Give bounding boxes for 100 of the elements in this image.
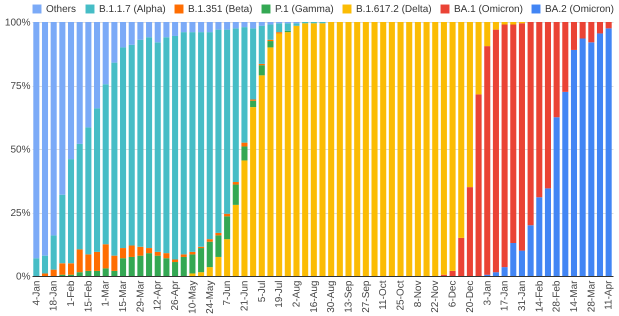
bar <box>258 26 265 64</box>
bar <box>180 254 187 257</box>
bar <box>310 23 317 276</box>
bar <box>492 22 499 30</box>
bar <box>241 146 248 160</box>
bar <box>137 246 144 256</box>
bar <box>76 249 83 272</box>
x-tick-label: 28-Feb <box>552 280 563 312</box>
bar <box>189 22 196 32</box>
bar <box>258 22 265 26</box>
bar <box>596 33 604 276</box>
bar <box>215 256 222 276</box>
bar <box>42 256 48 274</box>
x-tick-label: 7-Jun <box>222 280 234 306</box>
bar <box>76 144 83 250</box>
bar <box>241 142 248 146</box>
bar <box>458 22 464 238</box>
bar <box>59 263 66 275</box>
bar <box>554 117 560 276</box>
bar <box>189 252 196 254</box>
bar <box>163 258 170 276</box>
bar <box>68 22 74 160</box>
bar <box>154 42 161 252</box>
bar <box>510 22 516 25</box>
bar <box>94 108 100 252</box>
x-tick-label: 15-Feb <box>83 280 94 312</box>
bar <box>502 22 508 25</box>
bar <box>250 100 256 108</box>
bar <box>180 256 187 276</box>
bar <box>198 272 204 276</box>
legend-label: BA.2 (Omicron) <box>545 4 614 15</box>
x-tick-label: 3-Jan <box>482 280 494 306</box>
bar <box>154 22 161 42</box>
bar <box>484 22 490 46</box>
bar <box>59 194 66 264</box>
x-tick-label: 16-Aug <box>308 280 320 313</box>
bar <box>588 22 594 42</box>
bar <box>137 40 144 247</box>
y-tick-label: 0% <box>16 272 31 282</box>
legend-label: BA.1 (Omicron) <box>454 4 523 15</box>
bar <box>336 22 343 276</box>
bar <box>111 256 118 271</box>
bar <box>206 267 213 276</box>
bar <box>432 22 438 276</box>
bar <box>102 22 109 84</box>
x-tick-label: 25-Oct <box>396 280 407 311</box>
x-tick-label: 24-May <box>204 280 216 314</box>
bar <box>189 254 196 274</box>
bar <box>440 22 447 275</box>
bar <box>128 44 135 246</box>
legend-label: B.1.1.7 (Alpha) <box>99 4 166 15</box>
bar <box>258 65 265 76</box>
bar <box>284 32 291 276</box>
x-tick-label: 6-Dec <box>448 280 459 308</box>
x-tick-label: 15-Mar <box>118 280 130 312</box>
bar <box>50 270 57 276</box>
bar <box>476 94 482 276</box>
x-tick-label: 2-Aug <box>291 280 302 308</box>
bar <box>570 50 578 276</box>
bar <box>163 253 170 258</box>
x-tick-label: 17-Jan <box>500 280 511 312</box>
x-tick-label: 12-Apr <box>152 280 164 311</box>
bar <box>163 22 170 38</box>
bar <box>518 23 525 251</box>
bar <box>128 246 135 257</box>
bar <box>293 23 300 26</box>
bar <box>328 22 334 276</box>
bar <box>224 216 230 240</box>
bar <box>476 22 482 94</box>
bar <box>50 235 57 270</box>
bar <box>424 22 430 276</box>
bar <box>189 32 196 252</box>
bar <box>406 22 412 276</box>
bar <box>250 107 256 276</box>
bar <box>241 22 248 28</box>
bar <box>206 32 213 240</box>
x-tick-label: 19-Jul <box>274 280 286 308</box>
bar <box>250 28 256 100</box>
bar <box>102 244 109 268</box>
bar <box>76 22 83 144</box>
bar <box>85 270 92 276</box>
bar <box>163 37 170 254</box>
bar <box>302 23 308 276</box>
bar <box>536 22 542 198</box>
bar <box>180 22 187 32</box>
bar <box>232 22 239 28</box>
bar <box>580 22 586 39</box>
x-tick-label: 1-Mar <box>100 280 112 307</box>
bar <box>154 252 161 256</box>
bar <box>120 22 126 48</box>
bar <box>510 24 516 243</box>
x-tick-label: 29-Mar <box>135 280 146 312</box>
bar <box>146 253 152 276</box>
bar <box>146 37 152 248</box>
bar <box>562 92 568 276</box>
bar <box>172 259 178 262</box>
bar <box>68 159 74 264</box>
bar <box>588 42 594 276</box>
bar <box>388 22 395 276</box>
bar <box>102 268 109 276</box>
